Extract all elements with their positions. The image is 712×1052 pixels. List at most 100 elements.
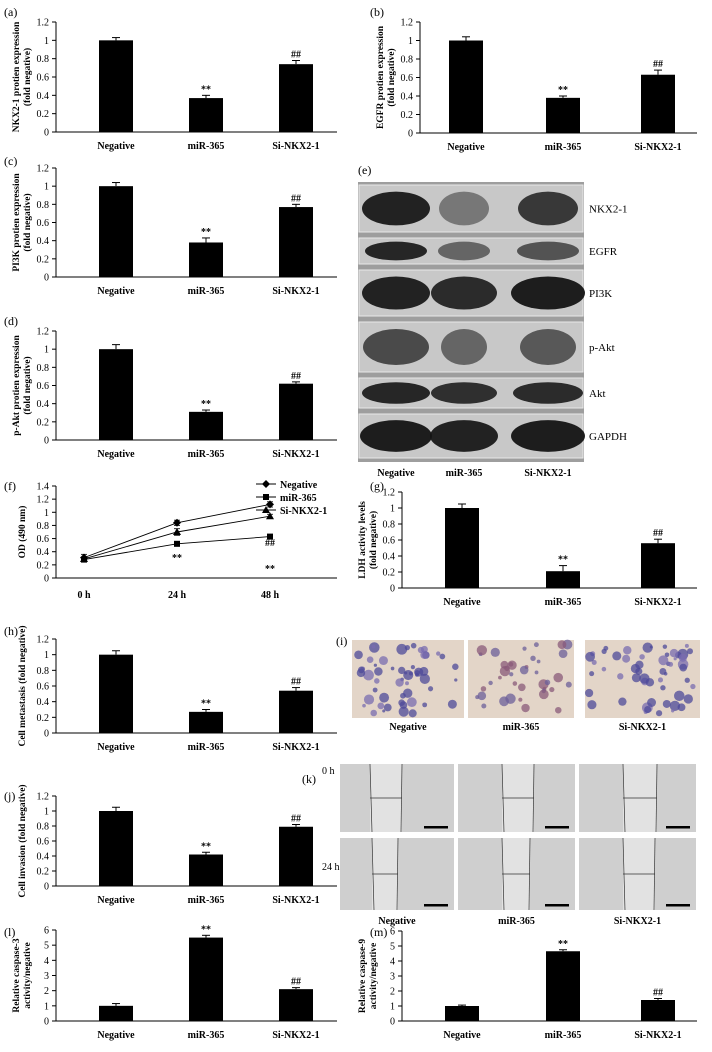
y-tick-label: 0.2 [37,417,50,428]
significance-mark: ** [201,227,211,238]
x-category-label: Si-NKX2-1 [634,597,681,608]
y-tick-label: 1 [408,36,413,47]
y-tick-label: 0.2 [401,110,414,121]
y-axis-label-line: Cell metastasis (fold negative) [17,625,28,746]
x-category-label: miR-365 [188,1030,225,1041]
y-tick-label: 0.4 [37,852,50,863]
bar-si-nkx2-1 [279,826,313,886]
y-axis-label-line: Relative caspase-9 [358,939,368,1013]
bar-negative [449,40,483,133]
significance-mark: ## [291,677,301,688]
blot-band [438,241,490,261]
significance-mark: ## [291,371,301,382]
y-tick-label: 0 [408,129,413,140]
stained-cell [372,687,378,693]
significance-mark: ## [291,977,301,988]
x-category-label: Si-NKX2-1 [272,449,319,460]
stained-cell [663,672,668,676]
stained-cell [408,709,417,718]
x-category-label: 48 h [261,590,280,601]
stained-cell [374,678,380,684]
stained-cell [363,669,374,681]
scale-bar [545,904,569,907]
stained-cell [660,685,666,691]
x-category-label: Si-NKX2-1 [272,895,319,906]
blot-band [431,382,497,404]
y-tick-label: 0.8 [37,666,50,677]
y-axis-label: OD (490 nm) [17,506,28,559]
blot-band [511,276,585,310]
panel-label: (a) [4,5,17,19]
y-tick-label: 0.6 [37,534,50,545]
x-category-label: Negative [97,449,135,460]
marker-diamond [266,500,274,509]
x-category-label: Si-NKX2-1 [634,1030,681,1041]
bar-negative [99,40,133,133]
bar-mir-365 [546,97,580,133]
x-category-label: miR-365 [545,1030,582,1041]
y-tick-label: 0.4 [383,552,396,563]
stained-cell [383,703,392,712]
stained-cell [499,696,509,707]
stained-cell [673,657,677,661]
stained-cell [662,644,668,649]
y-axis-label: p-Akt protien expression(fold negative) [12,335,33,436]
y-tick-label: 2 [390,987,395,998]
stained-cell [363,694,375,705]
bar-si-nkx2-1 [279,383,313,440]
stained-cell [379,692,390,703]
y-tick-label: 0.2 [37,713,50,724]
y-tick-label: 0.4 [37,697,50,708]
stained-cell [631,673,641,683]
bar-mir-365 [546,951,580,1021]
stained-cell [662,699,671,708]
band-label: Akt [589,388,606,400]
stained-cell [415,673,419,677]
y-tick-label: 0.2 [37,867,50,878]
bar-negative [99,654,133,733]
stained-cell [406,697,417,708]
stained-cell [544,679,551,686]
blot-band [362,382,430,404]
y-tick-label: 1.2 [37,327,50,338]
y-tick-label: 0.6 [37,218,50,229]
stained-cell [622,654,631,663]
panel-label: (m) [370,925,387,939]
stained-cell [669,648,679,658]
stained-cell [419,666,429,676]
y-axis-label-line: activity/negative [23,942,33,1008]
blot-band [511,420,585,452]
bar-negative [445,1006,479,1021]
x-category-label: Negative [97,1030,135,1041]
y-axis-label-line: activity/negative [369,943,379,1009]
stained-cell [452,663,459,670]
legend-entry: Si-NKX2-1 [280,506,327,517]
y-tick-label: 0 [44,882,49,893]
y-tick-label: 0.8 [37,363,50,374]
y-tick-label: 1 [390,1002,395,1013]
y-tick-label: 1.4 [37,482,50,493]
stained-cell [639,654,645,660]
y-tick-label: 0.2 [37,109,50,120]
panel-label: (i) [336,634,347,648]
stained-cell [522,646,527,651]
stained-cell [670,709,675,713]
y-tick-label: 5 [390,942,395,953]
stained-cell [591,659,597,665]
y-axis-label: Cell metastasis (fold negative) [17,625,28,746]
stained-cell [512,681,518,686]
stained-cell [439,653,446,660]
blot-band [430,420,498,452]
stained-cell [555,706,562,714]
stained-cell [553,672,563,683]
y-axis-label-line: (fold negative) [22,356,33,414]
y-tick-label: 3 [390,972,395,983]
stained-cell [558,649,568,659]
y-tick-label: 0.6 [37,682,50,693]
stained-cell [436,651,441,656]
marker-diamond [262,480,270,488]
y-tick-label: 1.2 [37,18,50,29]
stained-cell [427,686,434,692]
y-tick-label: 0 [44,273,49,284]
